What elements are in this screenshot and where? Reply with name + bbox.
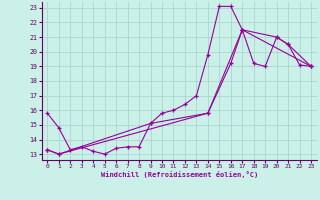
X-axis label: Windchill (Refroidissement éolien,°C): Windchill (Refroidissement éolien,°C) <box>100 171 258 178</box>
